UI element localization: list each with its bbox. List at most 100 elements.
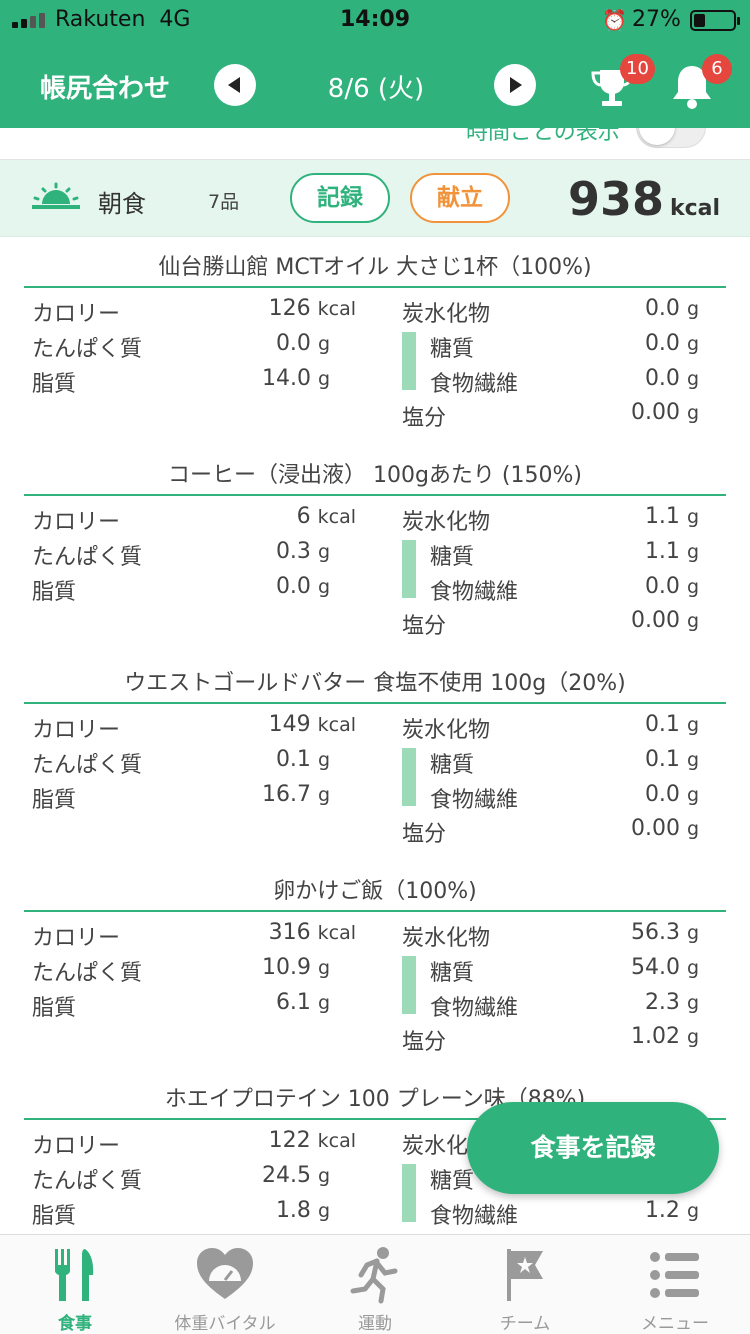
notifications-badge: 6 (702, 54, 732, 84)
carrier-text: Rakuten 4G (55, 7, 191, 32)
tab-bar: 食事 体重バイタル 運動 チーム (0, 1234, 750, 1334)
next-day-button[interactable] (494, 64, 536, 106)
divider (24, 910, 726, 912)
signal-icon (12, 13, 45, 28)
calorie-value: 122 kcal (268, 1128, 356, 1153)
calorie-value: 6 kcal (296, 504, 356, 529)
meal-name: 朝食 (98, 190, 146, 218)
menu-list-icon (650, 1252, 699, 1298)
sugar-label: 糖質 (430, 545, 475, 570)
chevron-right-icon (510, 77, 522, 93)
divider (24, 286, 726, 288)
fat-label: 脂質 (32, 788, 77, 813)
food-name: コーヒー（浸出液） 100gあたり (150%) (167, 463, 582, 488)
food-list: 仙台勝山館 MCTオイル 大さじ1杯（100%) カロリー 126 kcal た… (0, 237, 750, 1234)
battery-percent: 27% (632, 7, 681, 32)
record-button[interactable]: 記録 (290, 173, 390, 223)
protein-label: たんぱく質 (32, 961, 143, 986)
tab-exercise-label: 運動 (358, 1314, 392, 1334)
fat-value: 14.0 g (261, 366, 330, 391)
protein-label: たんぱく質 (32, 337, 143, 362)
calorie-label: カロリー (32, 1134, 121, 1159)
notifications-button[interactable]: 6 (666, 54, 732, 112)
tab-team[interactable]: チーム (450, 1235, 600, 1334)
protein-value: 24.5 g (261, 1163, 330, 1188)
chevron-left-icon (228, 77, 240, 93)
protein-label: たんぱく質 (32, 753, 143, 778)
achievements-button[interactable]: 10 (586, 54, 655, 112)
tab-team-label: チーム (499, 1314, 551, 1334)
fork-knife-icon (55, 1249, 94, 1301)
fiber-value: 0.0 g (644, 782, 699, 807)
carbs-label: 炭水化物 (402, 510, 491, 535)
protein-value: 0.0 g (275, 331, 330, 356)
food-item[interactable]: ウエストゴールドバター 食塩不使用 100g（20%) カロリー 149 kca… (0, 653, 750, 861)
bell-icon (673, 66, 711, 109)
protein-label: たんぱく質 (32, 1169, 143, 1194)
food-name: ウエストゴールドバター 食塩不使用 100g（20%) (124, 671, 626, 696)
tab-exercise[interactable]: 運動 (300, 1235, 450, 1334)
divider (24, 1118, 726, 1120)
status-bar: Rakuten 4G 14:09 ⏰ 27% (0, 0, 750, 40)
fat-label: 脂質 (32, 580, 77, 605)
sugar-value: 1.1 g (644, 539, 699, 564)
protein-value: 10.9 g (261, 955, 330, 980)
record-meal-button[interactable]: 食事を記録 (467, 1102, 719, 1194)
app-header: 帳尻合わせ 8/6 (火) 10 6 (0, 40, 750, 128)
food-item[interactable]: コーヒー（浸出液） 100gあたり (150%) カロリー 6 kcal たんぱ… (0, 445, 750, 653)
carbs-value: 1.1 g (644, 504, 699, 529)
meal-kcal-unit: kcal (670, 196, 721, 221)
carbs-value: 56.3 g (630, 920, 699, 945)
tab-menu-label: メニュー (641, 1314, 709, 1334)
carbs-breakdown-bar (402, 332, 416, 390)
time-display-toggle[interactable] (636, 128, 706, 148)
prev-day-button[interactable] (214, 64, 256, 106)
carbs-breakdown-bar (402, 748, 416, 806)
salt-label: 塩分 (402, 822, 447, 847)
calorie-label: カロリー (32, 926, 121, 951)
menu-plan-button[interactable]: 献立 (410, 173, 510, 223)
fiber-label: 食物繊維 (430, 1204, 519, 1229)
sugar-value: 54.0 g (630, 955, 699, 980)
fiber-value: 0.0 g (644, 366, 699, 391)
sugar-label: 糖質 (430, 337, 475, 362)
calorie-value: 126 kcal (268, 296, 356, 321)
food-item[interactable]: 卵かけご飯（100%) カロリー 316 kcal たんぱく質 10.9 g 脂… (0, 861, 750, 1069)
tab-menu[interactable]: メニュー (600, 1235, 750, 1334)
sugar-label: 糖質 (430, 753, 475, 778)
salt-label: 塩分 (402, 1030, 447, 1055)
time-display-row: 時間ごとの表示 (0, 128, 750, 160)
fat-value: 0.0 g (275, 574, 330, 599)
meal-header: 朝食 7品 記録 献立 938 kcal (0, 160, 750, 237)
tab-meal[interactable]: 食事 (0, 1235, 150, 1334)
food-item[interactable]: 仙台勝山館 MCTオイル 大さじ1杯（100%) カロリー 126 kcal た… (0, 237, 750, 445)
calorie-label: カロリー (32, 302, 121, 327)
protein-value: 0.1 g (275, 747, 330, 772)
food-name: 仙台勝山館 MCTオイル 大さじ1杯（100%) (158, 255, 592, 280)
meal-total-kcal: 938 (568, 172, 665, 226)
carbs-label: 炭水化物 (402, 718, 491, 743)
fat-value: 16.7 g (261, 782, 330, 807)
carbs-label: 炭水化物 (402, 926, 491, 951)
food-name: 卵かけご飯（100%) (273, 879, 477, 904)
current-date[interactable]: 8/6 (火) (327, 74, 425, 104)
runner-icon (350, 1247, 398, 1304)
tab-meal-label: 食事 (58, 1314, 92, 1334)
fat-label: 脂質 (32, 1204, 77, 1229)
salt-value: 0.00 g (630, 608, 699, 633)
carbs-value: 0.1 g (644, 712, 699, 737)
carbs-breakdown-bar (402, 956, 416, 1014)
achievements-badge: 10 (620, 54, 655, 84)
protein-value: 0.3 g (275, 539, 330, 564)
tab-weight-vital[interactable]: 体重バイタル (150, 1235, 300, 1334)
fat-label: 脂質 (32, 996, 77, 1021)
flag-icon (507, 1249, 543, 1301)
fiber-value: 1.2 g (644, 1198, 699, 1223)
fiber-label: 食物繊維 (430, 996, 519, 1021)
carbs-breakdown-bar (402, 540, 416, 598)
fiber-label: 食物繊維 (430, 372, 519, 397)
time-display-label: 時間ごとの表示 (466, 128, 620, 145)
carbs-breakdown-bar (402, 1164, 416, 1222)
meal-item-count: 7品 (208, 191, 240, 213)
carbs-label: 炭水化物 (402, 302, 491, 327)
